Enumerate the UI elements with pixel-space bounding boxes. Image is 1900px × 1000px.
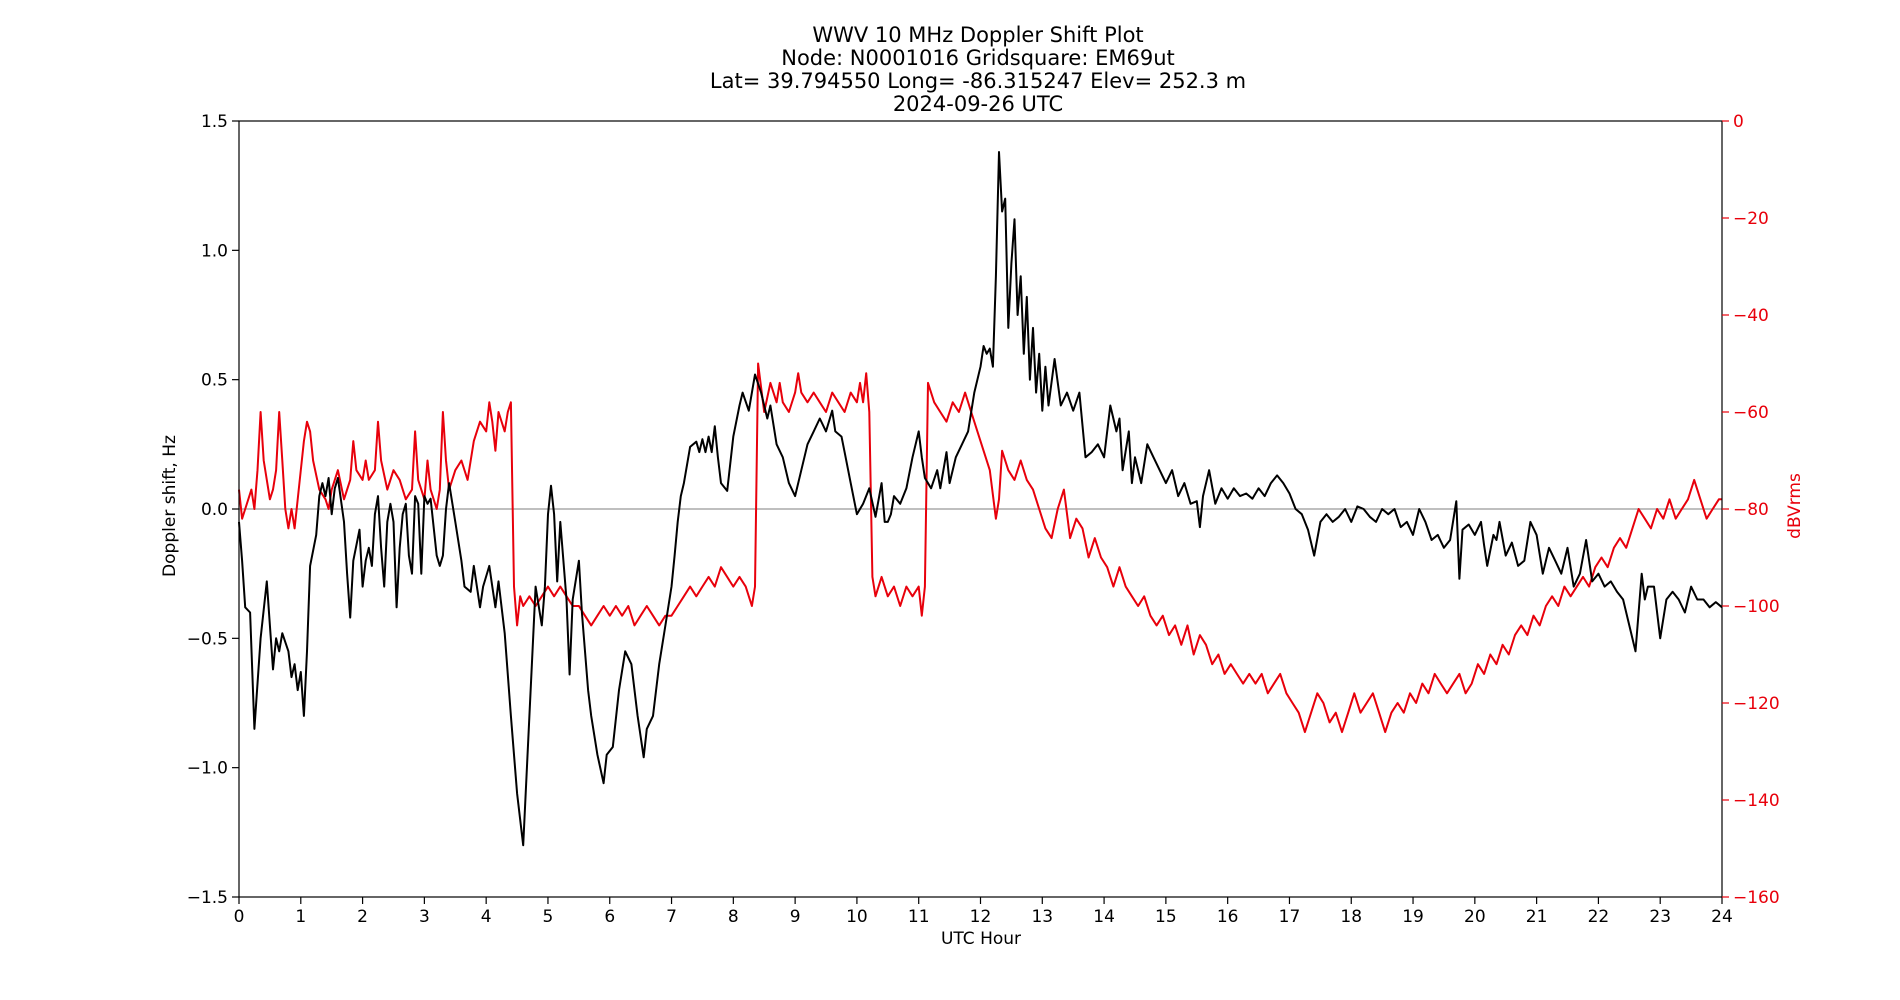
- x-tick-label: 9: [790, 907, 801, 927]
- x-tick-label: 24: [1711, 907, 1733, 927]
- x-axis-ticks: 0 1 2 3 4 5 6 7 8 9 10 11 12 13 14 15 16 17 18 19 20 21 22 23 24: [234, 897, 1733, 927]
- x-tick-label: 0: [234, 907, 245, 927]
- x-tick-label: 16: [1217, 907, 1239, 927]
- title-line-1: WWV 10 MHz Doppler Shift Plot: [812, 23, 1143, 47]
- power-series-line: [238, 362, 1722, 734]
- x-tick-label: 5: [543, 907, 554, 927]
- right-tick-label: −40: [1733, 306, 1769, 326]
- x-tick-label: 23: [1649, 907, 1671, 927]
- x-tick-label: 15: [1155, 907, 1177, 927]
- title-line-4: 2024-09-26 UTC: [893, 92, 1063, 116]
- left-tick-label: −0.5: [187, 629, 228, 649]
- x-tick-label: 1: [295, 907, 306, 927]
- chart-title: WWV 10 MHz Doppler Shift Plot Node: N000…: [710, 23, 1246, 116]
- x-tick-label: 22: [1588, 907, 1610, 927]
- left-tick-label: 1.5: [201, 112, 228, 132]
- doppler-series-line: [238, 151, 1723, 847]
- x-tick-label: 7: [666, 907, 677, 927]
- left-tick-label: 1.0: [201, 241, 228, 261]
- x-tick-label: 18: [1340, 907, 1362, 927]
- right-tick-label: −120: [1733, 694, 1780, 714]
- x-tick-label: 12: [970, 907, 992, 927]
- left-tick-label: 0.0: [201, 500, 228, 520]
- title-line-3: Lat= 39.794550 Long= -86.315247 Elev= 25…: [710, 69, 1246, 93]
- title-line-2: Node: N0001016 Gridsquare: EM69ut: [781, 46, 1174, 70]
- x-tick-label: 3: [419, 907, 430, 927]
- x-tick-label: 20: [1464, 907, 1486, 927]
- x-tick-label: 2: [357, 907, 368, 927]
- right-tick-label: 0: [1733, 112, 1744, 132]
- plot-area: [238, 151, 1723, 847]
- x-axis-label: UTC Hour: [941, 929, 1021, 949]
- left-tick-label: −1.5: [187, 888, 228, 908]
- x-tick-label: 17: [1279, 907, 1301, 927]
- x-tick-label: 8: [728, 907, 739, 927]
- right-tick-label: −80: [1733, 500, 1769, 520]
- left-axis-label: Doppler shift, Hz: [160, 435, 180, 577]
- left-tick-label: 0.5: [201, 371, 228, 391]
- x-tick-label: 14: [1093, 907, 1115, 927]
- x-tick-label: 21: [1526, 907, 1548, 927]
- x-tick-label: 10: [846, 907, 868, 927]
- left-tick-label: −1.0: [187, 759, 228, 779]
- right-axis-ticks: 0 −20 −40 −60 −80 −100 −120 −140 −160: [1722, 112, 1780, 908]
- right-tick-label: −100: [1733, 597, 1780, 617]
- x-tick-label: 11: [908, 907, 930, 927]
- right-tick-label: −140: [1733, 791, 1780, 811]
- x-tick-label: 6: [604, 907, 615, 927]
- x-tick-label: 13: [1031, 907, 1053, 927]
- right-tick-label: −20: [1733, 209, 1769, 229]
- right-tick-label: −160: [1733, 888, 1780, 908]
- right-axis-label: dBVrms: [1785, 473, 1805, 539]
- x-tick-label: 19: [1402, 907, 1424, 927]
- x-tick-label: 4: [481, 907, 492, 927]
- left-axis-ticks: 1.5 1.0 0.5 0.0 −0.5 −1.0 −1.5: [187, 112, 239, 908]
- right-tick-label: −60: [1733, 403, 1769, 423]
